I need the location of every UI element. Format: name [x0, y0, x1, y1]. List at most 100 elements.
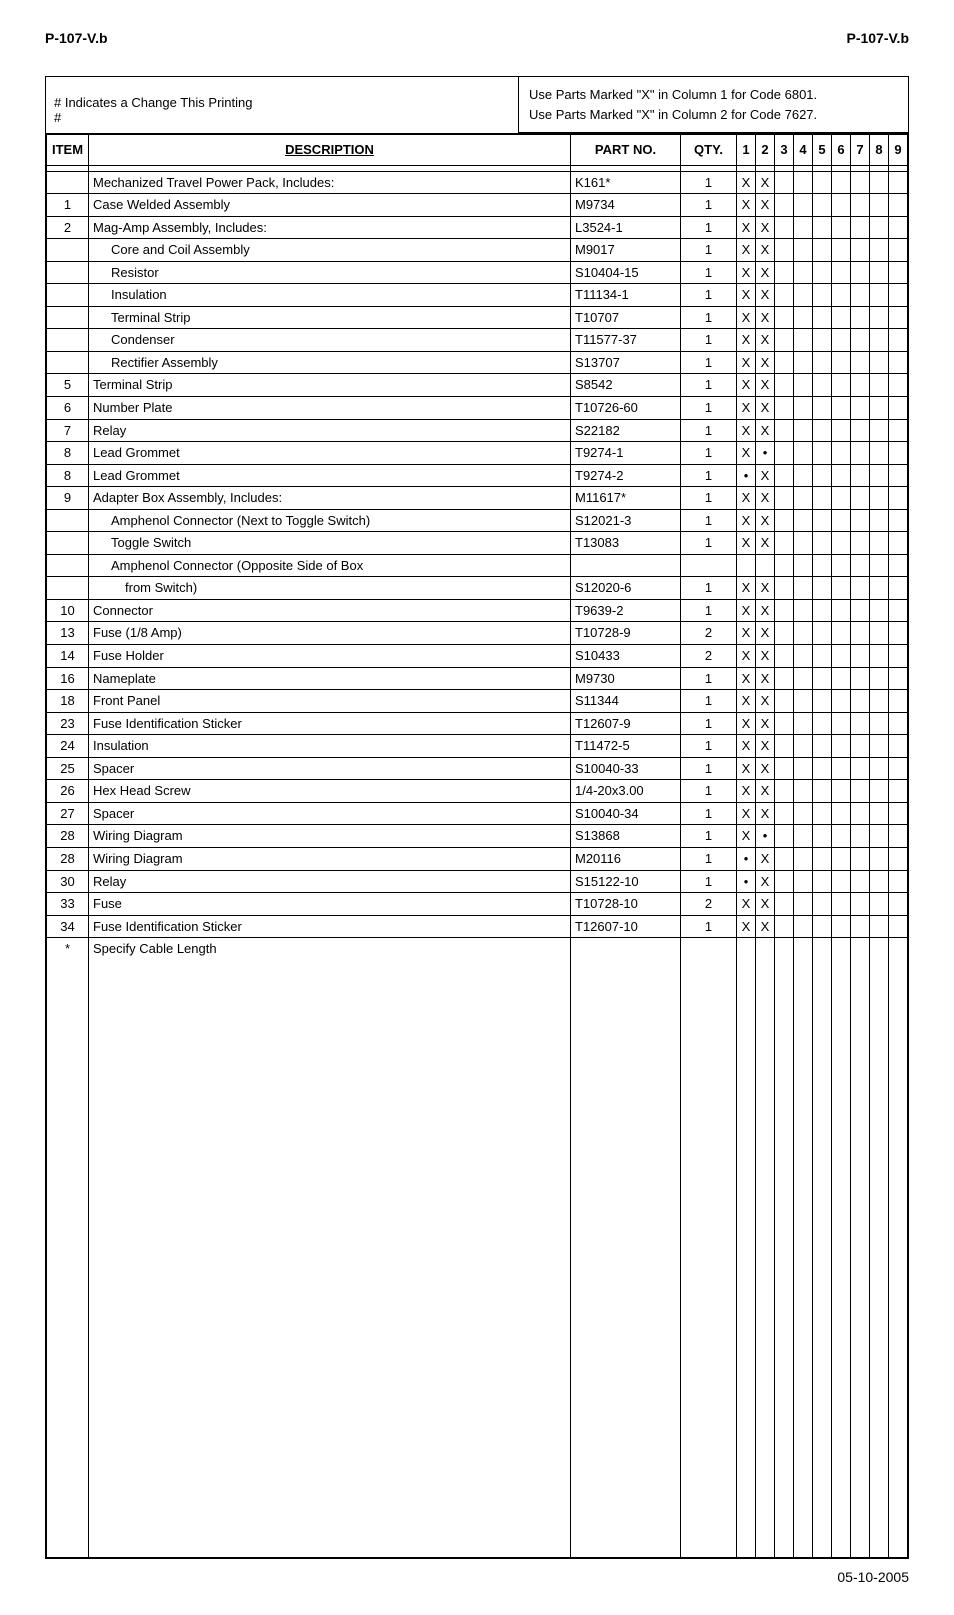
cell-col6 — [832, 554, 851, 577]
cell-qty: 2 — [681, 893, 737, 916]
cell-col1: X — [737, 397, 756, 420]
cell-col2 — [756, 554, 775, 577]
cell-col9 — [889, 351, 908, 374]
cell-col6 — [832, 442, 851, 465]
cell-col3 — [775, 847, 794, 870]
cell-item: 8 — [47, 464, 89, 487]
cell-col5 — [813, 893, 832, 916]
description-text: Nameplate — [93, 670, 156, 688]
cell-col1: X — [737, 645, 756, 668]
cell-col3 — [775, 306, 794, 329]
description-text: Resistor — [93, 264, 159, 282]
empty-cell — [794, 938, 813, 1558]
cell-col3 — [775, 261, 794, 284]
cell-description: Nameplate — [89, 667, 571, 690]
cell-qty: 1 — [681, 712, 737, 735]
cell-col7 — [851, 329, 870, 352]
cell-description: Front Panel — [89, 690, 571, 713]
cell-col4 — [794, 735, 813, 758]
empty-cell — [870, 938, 889, 1558]
cell-col5 — [813, 216, 832, 239]
cell-item: 10 — [47, 599, 89, 622]
cell-col1: • — [737, 870, 756, 893]
cell-col2: X — [756, 239, 775, 262]
cell-col6 — [832, 802, 851, 825]
cell-partno: T12607-10 — [571, 915, 681, 938]
table-row: 28Wiring DiagramM201161•X — [47, 847, 908, 870]
cell-qty: 1 — [681, 509, 737, 532]
cell-item: 25 — [47, 757, 89, 780]
cell-item: 23 — [47, 712, 89, 735]
cell-col6 — [832, 261, 851, 284]
cell-col6 — [832, 239, 851, 262]
cell-col3 — [775, 870, 794, 893]
description-text: Hex Head Screw — [93, 782, 191, 800]
cell-item: 24 — [47, 735, 89, 758]
cell-description: Mechanized Travel Power Pack, Includes: — [89, 171, 571, 194]
cell-qty: 1 — [681, 419, 737, 442]
cell-col1: X — [737, 171, 756, 194]
cell-col6 — [832, 532, 851, 555]
cell-description: Wiring Diagram — [89, 847, 571, 870]
cell-col8 — [870, 487, 889, 510]
cell-col9 — [889, 870, 908, 893]
cell-col7 — [851, 847, 870, 870]
cell-col6 — [832, 487, 851, 510]
cell-description: Terminal Strip — [89, 374, 571, 397]
cell-partno: T9274-2 — [571, 464, 681, 487]
cell-col4 — [794, 757, 813, 780]
cell-col3 — [775, 690, 794, 713]
cell-col3 — [775, 577, 794, 600]
cell-col2: X — [756, 645, 775, 668]
cell-col7 — [851, 171, 870, 194]
cell-col3 — [775, 216, 794, 239]
table-row: 9Adapter Box Assembly, Includes:M11617*1… — [47, 487, 908, 510]
cell-col9 — [889, 735, 908, 758]
cell-item: 5 — [47, 374, 89, 397]
cell-col2: X — [756, 757, 775, 780]
cell-col5 — [813, 645, 832, 668]
cell-col2: X — [756, 509, 775, 532]
cell-qty: 1 — [681, 847, 737, 870]
cell-col4 — [794, 622, 813, 645]
cell-col3 — [775, 284, 794, 307]
cell-col3 — [775, 622, 794, 645]
cell-col1: X — [737, 690, 756, 713]
cell-partno: M11617* — [571, 487, 681, 510]
cell-col3 — [775, 893, 794, 916]
cell-partno: S8542 — [571, 374, 681, 397]
cell-col4 — [794, 712, 813, 735]
cell-item — [47, 351, 89, 374]
cell-col4 — [794, 216, 813, 239]
cell-item: 18 — [47, 690, 89, 713]
col-8: 8 — [870, 135, 889, 166]
empty-cell — [889, 938, 908, 1558]
cell-col1: X — [737, 351, 756, 374]
table-row: CondenserT11577-371XX — [47, 329, 908, 352]
col-7: 7 — [851, 135, 870, 166]
cell-qty: 1 — [681, 667, 737, 690]
header-right: P-107-V.b — [846, 30, 909, 46]
cell-col1: X — [737, 622, 756, 645]
cell-col7 — [851, 780, 870, 803]
cell-col3 — [775, 239, 794, 262]
cell-col6 — [832, 690, 851, 713]
cell-col7 — [851, 735, 870, 758]
description-text: Lead Grommet — [93, 444, 180, 462]
cell-col8 — [870, 554, 889, 577]
cell-item — [47, 239, 89, 262]
cell-col2: X — [756, 735, 775, 758]
cell-col8 — [870, 374, 889, 397]
table-row: 16NameplateM97301XX — [47, 667, 908, 690]
cell-col8 — [870, 261, 889, 284]
table-row: Rectifier AssemblyS137071XX — [47, 351, 908, 374]
description-text: Spacer — [93, 805, 134, 823]
cell-col2: X — [756, 397, 775, 420]
cell-col8 — [870, 194, 889, 217]
cell-col5 — [813, 419, 832, 442]
cell-col9 — [889, 712, 908, 735]
cell-col8 — [870, 893, 889, 916]
cell-col3 — [775, 645, 794, 668]
table-row: 7RelayS221821XX — [47, 419, 908, 442]
table-row: Mechanized Travel Power Pack, Includes:K… — [47, 171, 908, 194]
